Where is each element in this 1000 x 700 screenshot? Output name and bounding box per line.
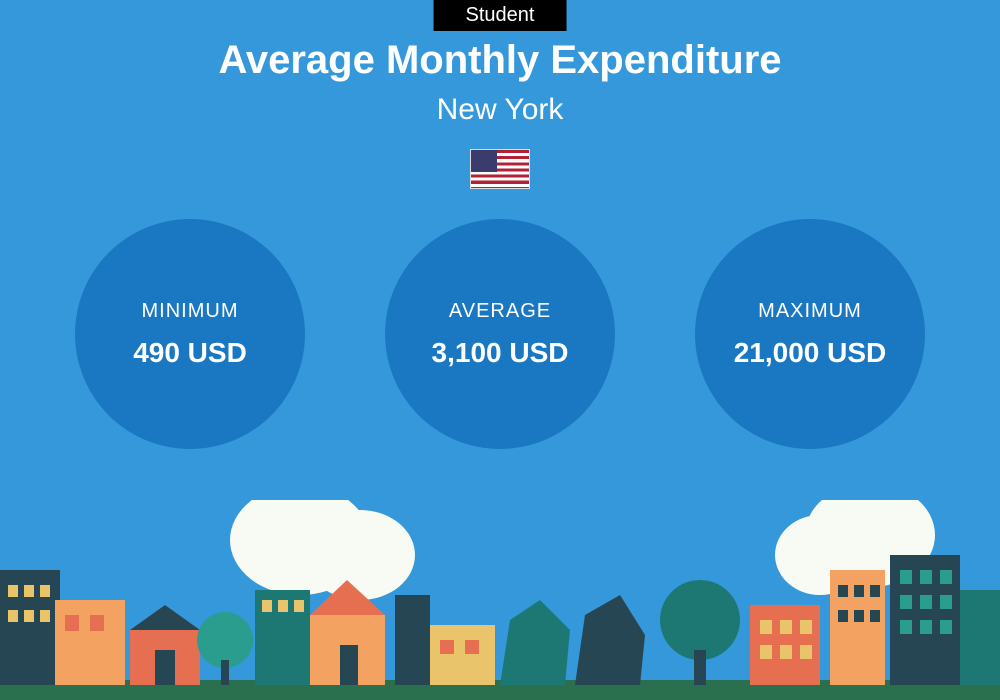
stat-label: MINIMUM	[142, 300, 239, 323]
us-flag-icon	[470, 149, 530, 189]
stat-maximum: MAXIMUM 21,000 USD	[695, 219, 925, 449]
stat-label: AVERAGE	[449, 300, 551, 323]
stat-average: AVERAGE 3,100 USD	[385, 219, 615, 449]
stat-value: 3,100 USD	[432, 337, 569, 369]
subtitle-city: New York	[0, 93, 1000, 127]
stats-row: MINIMUM 490 USD AVERAGE 3,100 USD MAXIMU…	[0, 219, 1000, 449]
stat-minimum: MINIMUM 490 USD	[75, 219, 305, 449]
category-badge: Student	[434, 0, 567, 31]
stat-value: 21,000 USD	[734, 337, 887, 369]
cityscape-illustration-icon	[0, 500, 1000, 700]
stat-label: MAXIMUM	[758, 300, 862, 323]
stat-value: 490 USD	[133, 337, 247, 369]
